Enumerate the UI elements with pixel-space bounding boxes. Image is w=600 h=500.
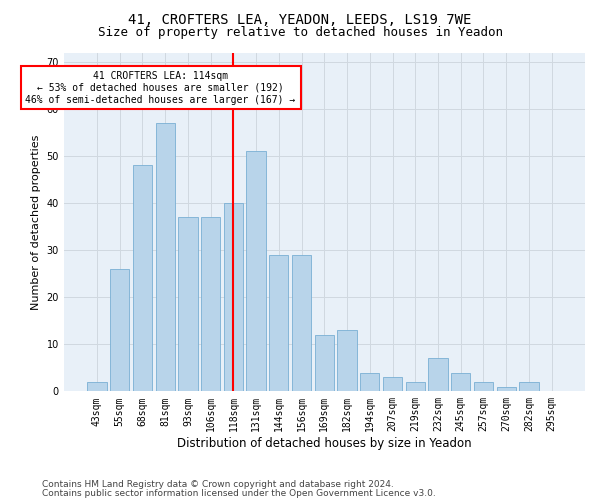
Y-axis label: Number of detached properties: Number of detached properties xyxy=(31,134,41,310)
Bar xyxy=(314,335,334,392)
Text: 41 CROFTERS LEA: 114sqm
← 53% of detached houses are smaller (192)
46% of semi-d: 41 CROFTERS LEA: 114sqm ← 53% of detache… xyxy=(25,72,296,104)
Bar xyxy=(360,372,379,392)
Bar xyxy=(406,382,425,392)
Bar xyxy=(428,358,448,392)
Bar xyxy=(497,386,516,392)
Bar xyxy=(337,330,356,392)
Bar xyxy=(110,269,130,392)
Text: Contains public sector information licensed under the Open Government Licence v3: Contains public sector information licen… xyxy=(42,488,436,498)
Bar xyxy=(178,217,197,392)
Bar xyxy=(247,152,266,392)
Bar xyxy=(269,255,289,392)
Bar xyxy=(155,123,175,392)
Bar xyxy=(224,203,243,392)
Text: Size of property relative to detached houses in Yeadon: Size of property relative to detached ho… xyxy=(97,26,503,39)
Text: 41, CROFTERS LEA, YEADON, LEEDS, LS19 7WE: 41, CROFTERS LEA, YEADON, LEEDS, LS19 7W… xyxy=(128,12,472,26)
Bar xyxy=(519,382,539,392)
Bar xyxy=(292,255,311,392)
Bar xyxy=(451,372,470,392)
Bar xyxy=(474,382,493,392)
Bar xyxy=(133,166,152,392)
Bar xyxy=(383,377,402,392)
X-axis label: Distribution of detached houses by size in Yeadon: Distribution of detached houses by size … xyxy=(177,437,472,450)
Bar xyxy=(88,382,107,392)
Text: Contains HM Land Registry data © Crown copyright and database right 2024.: Contains HM Land Registry data © Crown c… xyxy=(42,480,394,489)
Bar xyxy=(201,217,220,392)
